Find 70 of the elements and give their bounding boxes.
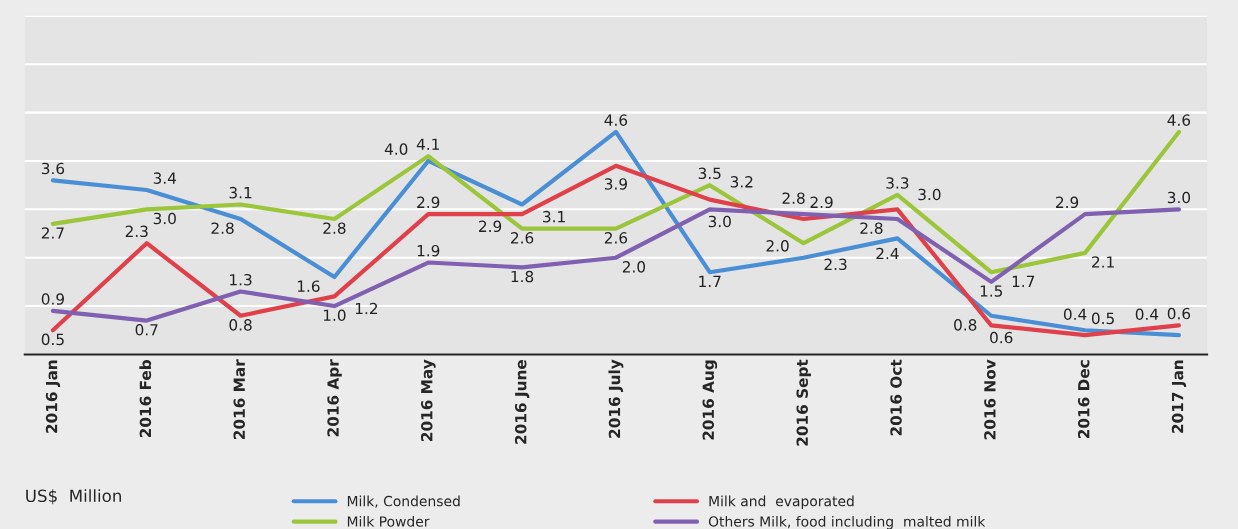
data-label: 3.2 [730, 176, 753, 188]
data-label: 1.3 [230, 273, 252, 286]
data-label: 2.8 [782, 192, 805, 204]
data-label: 0.7 [135, 323, 158, 336]
data-label: 1.5 [980, 285, 1003, 297]
x-tick-label: 2016 Sept [796, 359, 811, 446]
data-label: 2.1 [1092, 256, 1114, 268]
x-tick-label: 2016 Feb [139, 359, 152, 438]
data-label: 3.0 [918, 188, 941, 201]
data-label: 0.8 [954, 319, 977, 331]
data-label: 3.6 [41, 162, 65, 175]
data-label: 2.9 [479, 220, 502, 233]
data-label: 3.0 [1167, 191, 1191, 204]
data-label: 1.9 [417, 244, 440, 257]
x-tick-label: 2016 May [421, 359, 436, 441]
x-tick-label: 2016 Nov [984, 359, 996, 440]
data-label: 3.0 [708, 215, 731, 228]
data-label: 2.7 [41, 227, 64, 239]
data-label: 0.5 [41, 333, 64, 346]
data-label: 0.5 [1091, 312, 1114, 325]
data-label: 4.0 [384, 143, 408, 155]
data-label: 2.6 [604, 232, 628, 244]
data-label: 3.4 [153, 172, 177, 184]
x-tick-label: 2016 Mar [233, 359, 246, 439]
data-label: 2.8 [860, 222, 883, 234]
x-tick-label: 2016 Aug [702, 360, 718, 440]
x-tick-label: 2017 Jan [1171, 360, 1187, 433]
data-label: 2.3 [824, 258, 847, 271]
data-label: 4.6 [604, 114, 628, 126]
data-label: 1.7 [699, 275, 721, 287]
data-label: 2.0 [766, 240, 789, 252]
data-label: 0.6 [1167, 307, 1191, 320]
data-label: 0.9 [41, 293, 64, 305]
text: US$ Million [26, 489, 121, 505]
data-label: 3.1 [543, 210, 565, 223]
data-label: 0.4 [1135, 308, 1159, 321]
data-label: 2.9 [1056, 196, 1079, 209]
legend-label: Others Milk, food including malted milk [708, 515, 986, 529]
x-tick-label: 2016 June [514, 360, 530, 444]
x-tick-label: 2016 Dec [1077, 360, 1090, 439]
data-label: 3.0 [153, 212, 176, 225]
data-label: 3.9 [604, 178, 627, 190]
data-label: 2.8 [323, 222, 346, 234]
data-label: 2.9 [810, 196, 833, 209]
data-label: 0.4 [1063, 308, 1087, 321]
x-tick-label: 2016 Apr [327, 359, 342, 437]
data-label: 2.9 [417, 196, 440, 209]
data-label: 1.6 [297, 280, 320, 292]
legend-label: Milk and evaporated [709, 495, 854, 510]
x-tick-label: 2016 July [608, 359, 624, 438]
legend-label: Milk, Condensed [347, 495, 460, 508]
data-label: 2.3 [125, 225, 148, 238]
legend-label: Milk Powder [347, 515, 430, 527]
data-label: 0.8 [229, 319, 252, 331]
data-label: 2.6 [511, 232, 534, 244]
data-label: 0.6 [990, 331, 1013, 344]
data-label: 3.5 [698, 167, 721, 180]
data-label: 1.8 [511, 270, 534, 283]
data-label: 3.1 [229, 186, 252, 199]
data-label: 2.4 [876, 247, 899, 260]
x-tick-label: 2016 Oct [890, 359, 902, 436]
data-label: 4.6 [1167, 114, 1191, 126]
data-label: 2.8 [211, 222, 234, 234]
data-label: 1.7 [1012, 275, 1035, 287]
x-tick-label: 2016 Jan [45, 360, 61, 433]
data-label: 1.0 [323, 309, 346, 321]
data-label: 2.0 [622, 261, 646, 273]
data-label: 3.3 [886, 177, 909, 189]
data-label: 1.2 [355, 302, 378, 315]
data-label: 4.1 [416, 138, 439, 150]
